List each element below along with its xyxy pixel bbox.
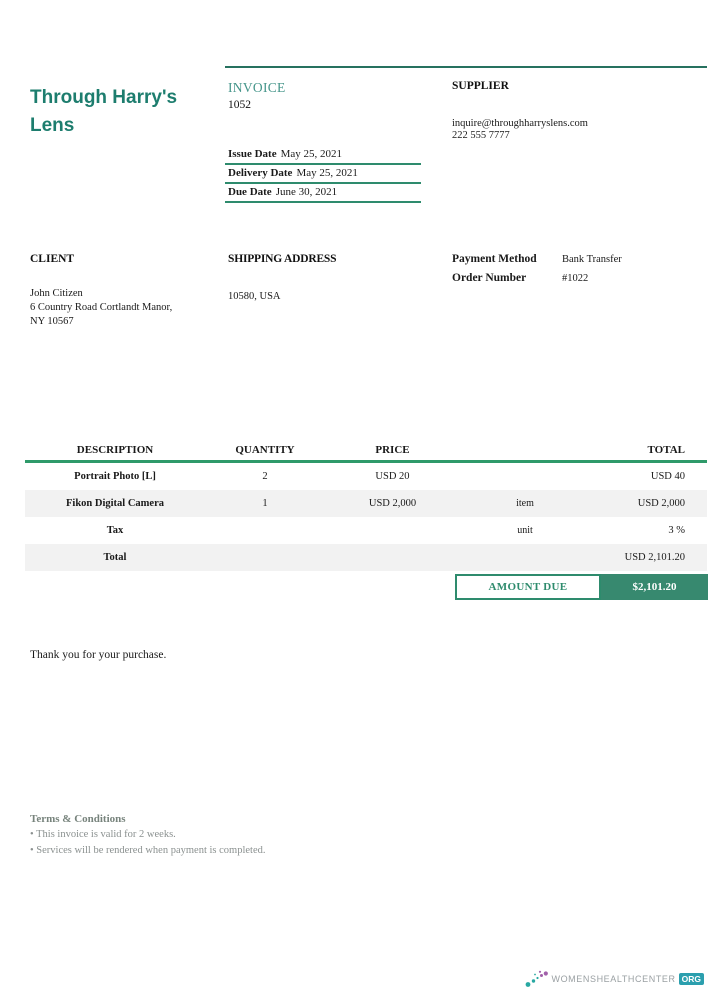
cell-quantity: 1: [262, 497, 268, 509]
cell-description: Fikon Digital Camera: [66, 497, 164, 509]
issue-date-row: Issue Date May 25, 2021: [225, 146, 421, 165]
client-address-line1: 6 Country Road Cortlandt Manor,: [30, 301, 173, 313]
table-row: Tax unit 3 %: [25, 517, 707, 544]
header-price: PRICE: [375, 444, 410, 456]
delivery-date-label: Delivery Date: [228, 167, 293, 179]
payment-block: Payment Method Bank Transfer Order Number…: [452, 253, 702, 291]
header-quantity: QUANTITY: [235, 444, 295, 456]
amount-due-value: $2,101.20: [601, 574, 708, 600]
top-divider: [225, 66, 707, 68]
company-name: Through Harry's Lens: [30, 87, 178, 136]
terms-item: • This invoice is valid for 2 weeks.: [30, 829, 176, 840]
invoice-label: INVOICE: [228, 80, 286, 95]
order-number-label: Order Number: [452, 272, 527, 284]
client-address-line2: NY 10567: [30, 315, 74, 327]
amount-due-box: AMOUNT DUE $2,101.20: [455, 574, 708, 600]
cell-quantity: 2: [262, 470, 268, 482]
header-divider: [25, 460, 707, 463]
terms-section: Terms & Conditions • This invoice is val…: [30, 813, 450, 861]
table-row: Portrait Photo [L] 2 USD 20 USD 40: [25, 463, 707, 490]
supplier-phone: 222 555 7777: [452, 130, 510, 141]
client-name: John Citizen: [30, 288, 83, 299]
payment-method-row: Payment Method Bank Transfer: [452, 253, 702, 265]
supplier-email: inquire@throughharryslens.com: [452, 118, 588, 129]
thank-you-message: Thank you for your purchase.: [30, 649, 167, 661]
client-address: John Citizen 6 Country Road Cortlandt Ma…: [30, 287, 172, 329]
issue-date-label: Issue Date: [228, 148, 277, 160]
supplier-label: SUPPLIER: [452, 80, 509, 92]
shipping-address-label: SHIPPING ADDRESS: [228, 253, 337, 265]
delivery-date-value: May 25, 2021: [296, 167, 358, 179]
due-date-label: Due Date: [228, 186, 272, 198]
cell-total: USD 2,000: [637, 497, 685, 509]
header-description: DESCRIPTION: [76, 444, 154, 456]
payment-method-value: Bank Transfer: [562, 254, 622, 265]
cell-description: Tax: [106, 524, 124, 536]
shipping-address-value: 10580, USA: [228, 291, 281, 302]
cell-total: USD 2,101.20: [624, 551, 685, 563]
order-number-value: #1022: [562, 273, 589, 284]
dates-table: Issue Date May 25, 2021 Delivery Date May …: [225, 146, 421, 203]
cell-total: 3 %: [668, 524, 685, 536]
due-date-value: June 30, 2021: [275, 186, 338, 198]
payment-method-label: Payment Method: [452, 253, 537, 265]
footer-brand-text: WOMENSHEALTHCENTER: [551, 974, 676, 984]
footer-brand-badge: ORG: [678, 973, 704, 985]
cell-total: USD 40: [650, 470, 685, 482]
cell-description: Portrait Photo [L]: [74, 470, 156, 482]
terms-item: • Services will be rendered when payment…: [30, 845, 266, 856]
header-total: TOTAL: [647, 444, 686, 456]
cell-price: USD 2,000: [368, 497, 417, 509]
order-number-row: Order Number #1022: [452, 272, 702, 284]
table-row: Fikon Digital Camera 1 USD 2,000 item US…: [25, 489, 707, 517]
cell-unit: item: [516, 497, 534, 509]
items-table-header: DESCRIPTION QUANTITY PRICE TOTAL: [25, 440, 707, 460]
issue-date-value: May 25, 2021: [280, 148, 343, 160]
terms-heading: Terms & Conditions: [30, 813, 126, 825]
invoice-block: INVOICE 1052: [228, 80, 286, 111]
delivery-date-row: Delivery Date May 25, 2021: [225, 165, 421, 184]
items-table: DESCRIPTION QUANTITY PRICE TOTAL Portrai…: [25, 440, 707, 571]
footer-brand: WOMENSHEALTHCENTER ORG: [525, 968, 704, 990]
due-date-row: Due Date June 30, 2021: [225, 184, 421, 203]
client-label: CLIENT: [30, 253, 75, 265]
table-row: Total USD 2,101.20: [25, 543, 707, 571]
supplier-block: SUPPLIER inquire@throughharryslens.com 2…: [452, 80, 682, 141]
dots-logo-icon: [526, 970, 549, 987]
amount-due-label: AMOUNT DUE: [455, 574, 601, 600]
cell-description: Total: [103, 551, 127, 563]
cell-unit: unit: [517, 524, 533, 536]
invoice-number: 1052: [228, 99, 251, 111]
cell-price: USD 20: [375, 470, 410, 482]
